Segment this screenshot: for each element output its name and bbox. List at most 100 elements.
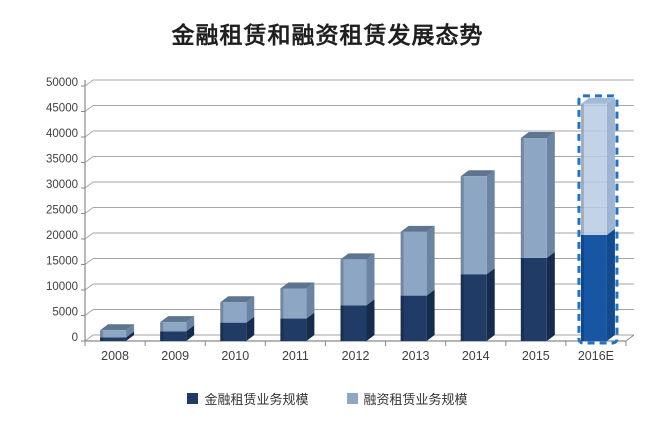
y-tick-label: 5000 xyxy=(52,307,78,319)
bar-2013 xyxy=(400,231,427,341)
y-tick-label: 30000 xyxy=(46,179,78,191)
bar-left-shade xyxy=(460,176,464,341)
x-tick-label: 2010 xyxy=(221,349,249,363)
bar-left-shade xyxy=(520,138,524,341)
bar-side-dark xyxy=(606,228,615,341)
bar-left-shade xyxy=(160,322,164,341)
segment-financial-leasing xyxy=(580,234,607,341)
gridline-connector xyxy=(84,130,94,138)
bar-side-light xyxy=(606,97,615,235)
bar-2008 xyxy=(100,330,127,341)
bar-side-light xyxy=(546,132,555,258)
bar-side-light xyxy=(426,225,435,296)
gridline-connector xyxy=(84,181,94,189)
bar-top-face xyxy=(400,225,435,232)
bar-side-dark xyxy=(186,325,195,341)
bar-top-face xyxy=(220,296,255,303)
bar-top-face xyxy=(460,170,495,177)
legend-label-financial-leasing: 金融租赁业务规模 xyxy=(204,392,309,407)
bar-side-dark xyxy=(126,331,135,341)
gridline-connector xyxy=(84,283,94,291)
bar-2011 xyxy=(280,288,307,341)
gridline-connector xyxy=(84,207,94,214)
x-tick-label: 2015 xyxy=(522,349,550,363)
gridline-connector xyxy=(84,232,94,240)
gridline-connector xyxy=(84,79,94,87)
bar-2014 xyxy=(460,176,487,341)
bar-side-dark xyxy=(426,289,435,341)
bar-2009 xyxy=(160,322,187,341)
segment-finance-leasing xyxy=(460,176,487,275)
bar-side-light xyxy=(246,296,255,323)
segment-financial-leasing xyxy=(100,337,127,341)
segment-financial-leasing xyxy=(340,305,367,341)
legend-label-finance-leasing: 融资租赁业务规模 xyxy=(363,392,468,407)
chart-title: 金融租赁和融资租赁发展态势 xyxy=(171,22,484,48)
bar-side-light xyxy=(486,170,495,275)
bar-top-face xyxy=(160,316,195,323)
legend: 金融租赁业务规模 融资租赁业务规模 xyxy=(0,389,655,408)
bar-side-dark xyxy=(546,251,555,341)
bar-left-shade xyxy=(100,330,104,341)
segment-financial-leasing xyxy=(220,322,247,341)
bar-2010 xyxy=(220,302,247,341)
segment-finance-leasing xyxy=(160,322,187,332)
bar-side-dark xyxy=(366,299,375,341)
x-tick-label: 2011 xyxy=(282,349,309,363)
x-tick-label: 2008 xyxy=(101,349,129,363)
y-tick-label: 40000 xyxy=(46,128,78,140)
bar-top-face xyxy=(340,253,375,260)
bar-left-shade xyxy=(340,259,344,341)
segment-finance-leasing xyxy=(100,330,127,338)
bar-side-dark xyxy=(246,316,255,341)
bar-left-shade xyxy=(400,231,404,341)
x-tick-label: 2013 xyxy=(402,349,430,363)
bar-left-shade xyxy=(580,103,584,341)
segment-finance-leasing xyxy=(280,288,307,319)
gridline-connector xyxy=(84,105,94,112)
x-tick-label: 2012 xyxy=(342,349,370,363)
y-tick-label: 50000 xyxy=(46,77,78,89)
bar-side-light xyxy=(126,324,135,338)
y-tick-label: 45000 xyxy=(46,103,78,115)
legend-item-financial-leasing: 金融租赁业务规模 xyxy=(187,389,309,408)
bar-left-shade xyxy=(220,302,224,341)
bar-left-shade xyxy=(280,288,284,341)
gridline-connector xyxy=(84,334,94,342)
y-tick-label: 15000 xyxy=(46,256,78,268)
segment-financial-leasing xyxy=(160,331,187,341)
y-tick-label: 35000 xyxy=(46,154,78,166)
bar-2015 xyxy=(520,138,547,341)
legend-swatch-light xyxy=(346,393,358,404)
bar-2016E xyxy=(580,103,607,341)
forecast-dashed-outline xyxy=(577,94,619,345)
gridline-connector xyxy=(84,309,94,316)
y-tick-label: 0 xyxy=(72,332,78,344)
legend-item-finance-leasing: 融资租赁业务规模 xyxy=(346,389,468,408)
segment-financial-leasing xyxy=(400,295,427,341)
x-tick-label: 2009 xyxy=(161,349,189,363)
gridline-connector xyxy=(84,258,94,265)
segment-finance-leasing xyxy=(520,138,547,258)
floor-right-edge xyxy=(625,334,635,342)
y-tick-label: 25000 xyxy=(46,205,78,217)
segment-finance-leasing xyxy=(220,302,247,323)
segment-financial-leasing xyxy=(520,257,547,341)
bar-side-light xyxy=(306,282,315,319)
bar-top-face xyxy=(580,97,615,104)
legend-swatch-dark xyxy=(187,393,199,404)
x-tick-label: 2016E xyxy=(578,349,614,363)
segment-finance-leasing xyxy=(400,231,427,296)
bar-top-face xyxy=(280,282,315,289)
y-tick-label: 20000 xyxy=(46,230,78,242)
y-tick-label: 10000 xyxy=(46,281,78,293)
segment-finance-leasing xyxy=(580,103,607,235)
x-tick-label: 2014 xyxy=(462,349,490,363)
segment-financial-leasing xyxy=(460,274,487,341)
bar-side-dark xyxy=(306,312,315,341)
bar-side-light xyxy=(186,316,195,332)
bar-side-light xyxy=(366,253,375,306)
bar-top-face xyxy=(100,324,135,331)
